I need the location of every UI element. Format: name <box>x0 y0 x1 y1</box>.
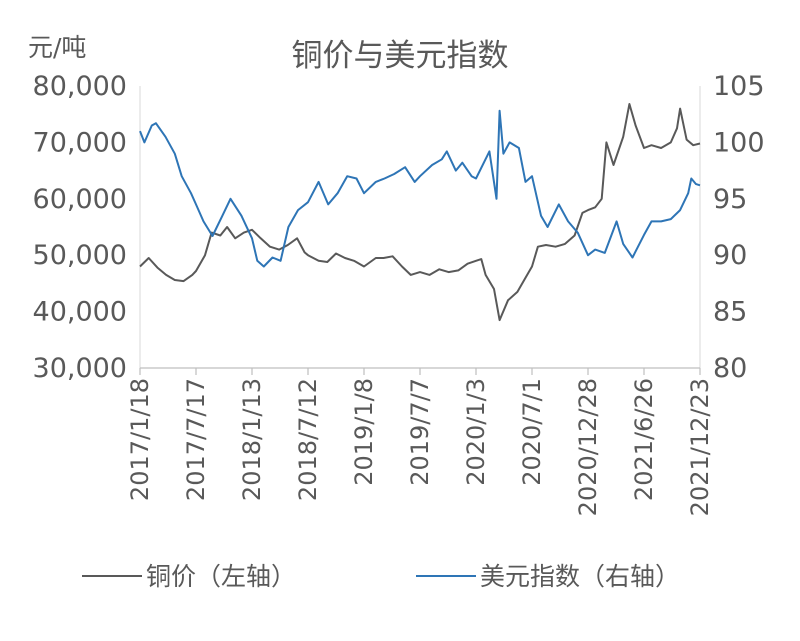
legend-label: 铜价（左轴） <box>146 562 296 591</box>
x-tick-label: 2018/1/13 <box>238 378 266 501</box>
x-tick-label: 2021/12/23 <box>686 378 714 516</box>
chart-title: 铜价与美元指数 <box>292 38 509 74</box>
legend: 铜价（左轴） 美元指数（右轴） <box>82 562 680 591</box>
right-tick-label: 80 <box>713 353 747 384</box>
x-tick-label: 2020/12/28 <box>574 378 602 516</box>
series-line-copper-price <box>139 103 701 322</box>
x-tick-label: 2021/6/26 <box>630 378 658 501</box>
x-tick-label: 2020/7/1 <box>518 378 546 486</box>
plot-area <box>139 86 701 369</box>
x-tick-label: 2017/1/18 <box>126 378 154 501</box>
left-axis-ticks: 30,000 40,000 50,000 60,000 70,000 80,000 <box>33 71 127 384</box>
left-tick-label: 70,000 <box>33 127 127 158</box>
right-tick-label: 85 <box>713 297 747 328</box>
left-tick-label: 40,000 <box>33 297 127 328</box>
x-tick-label: 2019/7/7 <box>406 378 434 486</box>
left-axis-unit: 元/吨 <box>28 33 86 62</box>
left-tick-label: 60,000 <box>33 184 127 215</box>
right-tick-label: 100 <box>713 127 765 158</box>
x-tick-label: 2019/1/8 <box>350 378 378 486</box>
x-tick-label: 2017/7/17 <box>182 378 210 501</box>
right-tick-label: 95 <box>713 184 747 215</box>
left-tick-label: 30,000 <box>33 353 127 384</box>
right-tick-label: 105 <box>713 71 765 102</box>
series-line-dollar-index <box>139 109 701 268</box>
x-tick-label: 2018/7/12 <box>294 378 322 501</box>
x-axis-ticks: 2017/1/18 2017/7/17 2018/1/13 2018/7/12 2019… <box>126 368 714 516</box>
right-tick-label: 90 <box>713 240 747 271</box>
right-axis-ticks: 80 85 90 95 100 105 <box>713 71 765 384</box>
x-tick-label: 2020/1/3 <box>462 378 490 486</box>
left-tick-label: 80,000 <box>33 71 127 102</box>
legend-label: 美元指数（右轴） <box>480 562 680 591</box>
left-tick-label: 50,000 <box>33 240 127 271</box>
series-layer <box>139 103 701 322</box>
